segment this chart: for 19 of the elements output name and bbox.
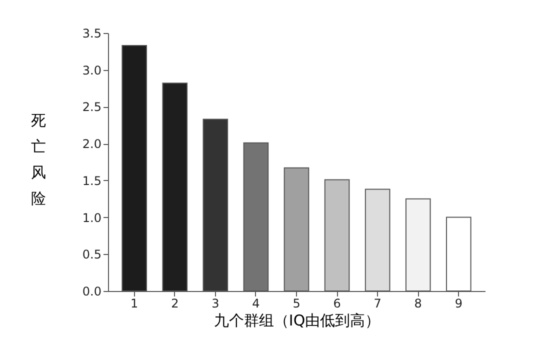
x-tick-label: 9	[454, 296, 462, 310]
y-tick-label: 3.5	[82, 26, 102, 40]
x-tick-label: 1	[130, 296, 138, 310]
x-tick-label: 3	[212, 296, 220, 310]
x-tick-label: 6	[333, 296, 341, 310]
y-tick-label: 1.5	[82, 174, 102, 188]
x-tick-label: 5	[292, 296, 300, 310]
y-tick-label: 2.0	[82, 137, 102, 152]
x-tick-label: 2	[171, 296, 179, 310]
y-tick-label: 0.5	[82, 248, 102, 262]
y-tick-label: 1.0	[82, 210, 102, 225]
x-axis-title: 九个群组（IQ由低到高）	[214, 312, 380, 330]
x-tick-label: 8	[414, 296, 422, 310]
x-tick-label: 4	[252, 296, 260, 310]
y-tick-label: 2.5	[82, 100, 102, 114]
y-tick-label: 3.0	[82, 63, 102, 78]
x-tick-label: 7	[374, 296, 382, 310]
y-axis-title: 死亡风险	[31, 112, 46, 208]
y-tick-label: 0.0	[82, 284, 102, 298]
